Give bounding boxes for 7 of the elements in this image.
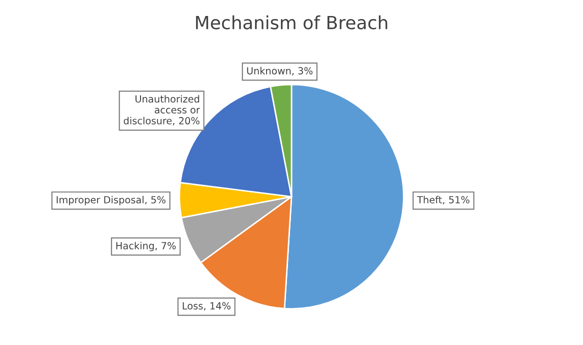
- slice-label: Unauthorized access or disclosure, 20%: [124, 95, 200, 126]
- slice-label: Unknown, 3%: [247, 66, 313, 76]
- slice-label: Loss, 14%: [182, 302, 230, 310]
- slice-label: Improper Disposal, 5%: [56, 196, 166, 206]
- slice-label: Hacking, 7%: [116, 242, 176, 252]
- slice-label: Theft, 51%: [416, 196, 470, 204]
- chart-title: Mechanism of Breach: [196, 15, 388, 30]
